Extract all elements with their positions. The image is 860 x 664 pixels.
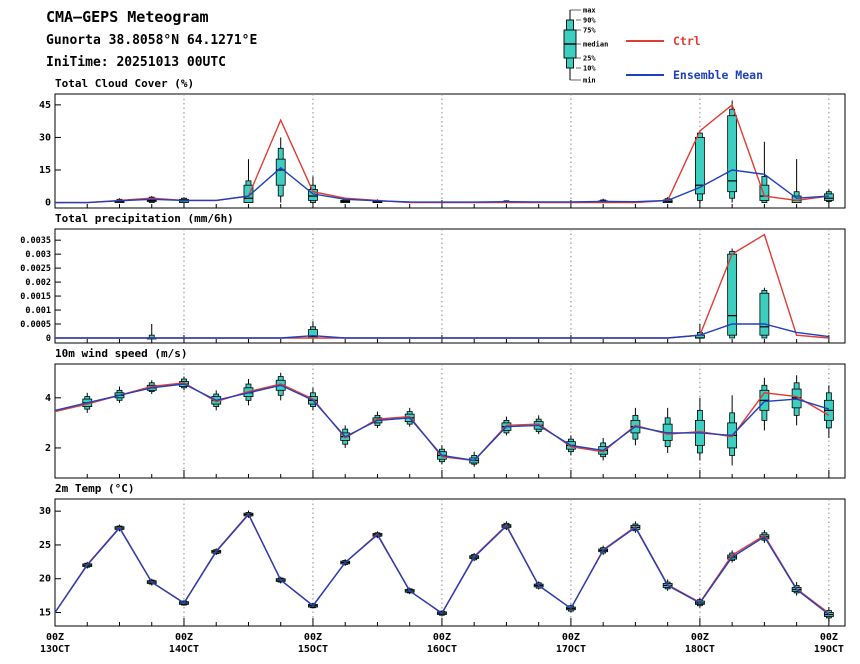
y-tick-label: 15 — [39, 165, 51, 176]
x-axis-ticks — [54, 335, 830, 343]
ctrl-line — [54, 382, 830, 462]
x-label-date: 15OCT — [298, 644, 328, 655]
y-tick-label: 30 — [39, 132, 51, 143]
panel-title-temp-2m: 2m Temp (°C) — [55, 482, 135, 495]
ctrl-label: Ctrl — [673, 34, 701, 48]
ctrl-line — [55, 233, 829, 339]
day-gridlines — [183, 499, 830, 626]
legend-stat-label: 75% — [583, 27, 596, 35]
y-tick-label: 0.001 — [25, 306, 51, 316]
y-tick-label: 45 — [39, 100, 51, 111]
x-axis-labels: 00Z13OCT00Z14OCT00Z15OCT00Z16OCT00Z17OCT… — [40, 632, 844, 655]
x-label-time: 00Z — [46, 632, 64, 643]
x-label-date: 18OCT — [685, 644, 715, 655]
y-tick-label: 0.0025 — [20, 264, 51, 274]
y-tick-label: 0.002 — [25, 278, 51, 288]
ensemble-mean-line-sample — [626, 74, 664, 76]
boxplot-group — [146, 248, 770, 340]
legend-stat-label: median — [583, 41, 608, 49]
x-label-time: 00Z — [175, 632, 193, 643]
location-label: Gunorta 38.8058°N 64.1271°E — [46, 33, 258, 48]
header: CMA—GEPS Meteogram Gunorta 38.8058°N 64.… — [46, 8, 257, 70]
ensemble-mean-line — [54, 513, 830, 616]
panel-temp-2m: 1520253000Z13OCT00Z14OCT00Z15OCT00Z16OCT… — [39, 498, 846, 655]
ensemble-mean-line — [54, 383, 830, 462]
x-label-date: 17OCT — [556, 644, 586, 655]
y-tick-label: 15 — [39, 607, 51, 618]
legend-stat-label: 25% — [583, 55, 596, 63]
ensemble-mean-label: Ensemble Mean — [673, 68, 764, 82]
panel-title-cloud-cover: Total Cloud Cover (%) — [55, 77, 195, 90]
init-time-label: IniTime: 20251013 00UTC — [46, 55, 227, 70]
legend-mean: Ensemble Mean — [626, 68, 763, 82]
boxplot-group — [82, 510, 834, 621]
x-label-time: 00Z — [304, 632, 322, 643]
y-axis-ticks: 15 20 25 30 — [39, 506, 61, 618]
x-label-date: 13OCT — [40, 644, 70, 655]
x-axis-ticks — [54, 200, 830, 208]
x-label-date: 16OCT — [427, 644, 457, 655]
boxplot-group — [114, 100, 834, 203]
y-tick-label: 0 — [45, 198, 51, 209]
x-label-time: 00Z — [820, 632, 838, 643]
x-axis-ticks — [54, 618, 830, 626]
y-tick-label: 0.0005 — [20, 320, 51, 330]
legend: max 90% 75% median 25% 10% min Ctrl Ensemble M… — [548, 4, 848, 90]
panel-title-wind-speed: 10m wind speed (m/s) — [55, 347, 188, 360]
panel-cloud-cover: 0 15 30 45 — [39, 93, 846, 209]
panel-precip: 0 0.0005 0.001 0.0015 0.002 0.0025 0.003 0.0035 — [20, 228, 846, 344]
legend-stat-label: max — [583, 7, 596, 15]
y-tick-label: 2 — [45, 443, 51, 454]
y-axis-ticks: 24 — [45, 393, 61, 454]
page-title: CMA—GEPS Meteogram — [46, 8, 209, 26]
y-tick-label: 0.0035 — [20, 236, 51, 246]
y-tick-label: 25 — [39, 540, 51, 551]
ensemble-mean-line — [55, 323, 829, 339]
x-label-date: 19OCT — [814, 644, 844, 655]
legend-stat-label: 90% — [583, 17, 596, 25]
legend-stat-label: 10% — [583, 65, 596, 73]
boxplot-group — [82, 372, 834, 467]
x-label-date: 14OCT — [169, 644, 199, 655]
y-tick-label: 0.003 — [25, 250, 51, 260]
y-tick-label: 4 — [45, 393, 51, 404]
x-label-time: 00Z — [433, 632, 451, 643]
panel-wind-speed: 24 — [45, 363, 846, 479]
legend-stat-label: min — [583, 77, 596, 85]
boxplot-legend-glyph: max 90% 75% median 25% 10% min — [563, 7, 608, 85]
x-label-time: 00Z — [562, 632, 580, 643]
ensemble-mean-line — [55, 166, 829, 204]
panel-title-precip: Total precipitation (mm/6h) — [55, 212, 234, 225]
ctrl-line-sample — [626, 40, 664, 42]
legend-ctrl: Ctrl — [626, 34, 701, 48]
y-tick-label: 0.0015 — [20, 292, 51, 302]
x-label-time: 00Z — [691, 632, 709, 643]
y-tick-label: 30 — [39, 506, 51, 517]
y-axis-ticks: 0 15 30 45 — [39, 100, 61, 209]
x-axis-ticks — [54, 470, 830, 478]
y-tick-label: 0 — [46, 334, 51, 344]
y-tick-label: 20 — [39, 574, 51, 585]
